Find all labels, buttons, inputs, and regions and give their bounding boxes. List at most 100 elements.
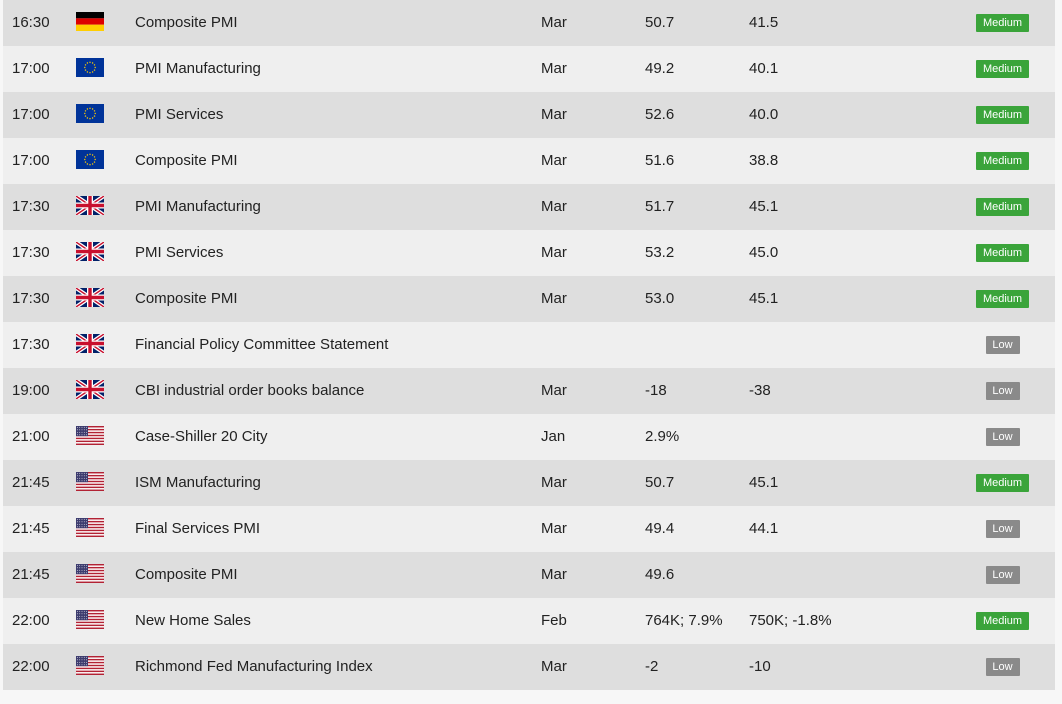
importance-badge: Low — [985, 520, 1020, 539]
event-time: 16:30 — [12, 14, 50, 31]
importance-badge: Medium — [976, 60, 1029, 79]
event-name: PMI Manufacturing — [135, 198, 261, 215]
importance-badge: Low — [985, 566, 1020, 585]
event-previous: 44.1 — [749, 520, 779, 537]
event-period: Mar — [541, 14, 567, 31]
event-period: Mar — [541, 152, 567, 169]
event-name: PMI Services — [135, 244, 224, 261]
uk-flag-icon — [76, 242, 104, 261]
event-actual: 2.9% — [645, 428, 680, 445]
us-flag-icon — [76, 518, 104, 537]
event-period: Jan — [541, 428, 566, 445]
event-time: 22:00 — [12, 658, 50, 675]
event-period: Mar — [541, 658, 567, 675]
event-time: 19:00 — [12, 382, 50, 399]
importance-cell: Medium — [975, 184, 1030, 230]
event-period: Mar — [541, 106, 567, 123]
importance-badge: Medium — [976, 152, 1029, 171]
importance-cell: Low — [975, 368, 1030, 414]
event-actual: 49.2 — [645, 60, 675, 77]
event-previous: -38 — [749, 382, 771, 399]
importance-badge: Low — [985, 428, 1020, 447]
event-previous: 750K; -1.8% — [749, 612, 832, 629]
eu-flag-icon — [76, 58, 104, 77]
table-row[interactable]: 17:30 PMI Manufacturing Mar 51.7 45.1 Medium — [3, 184, 1055, 230]
event-previous: 38.8 — [749, 152, 779, 169]
importance-cell: Medium — [975, 276, 1030, 322]
event-actual: 50.7 — [645, 474, 675, 491]
event-name: CBI industrial order books balance — [135, 382, 365, 399]
table-row[interactable]: 19:00 CBI industrial order books balance M… — [3, 368, 1055, 414]
event-name: New Home Sales — [135, 612, 251, 629]
uk-flag-icon — [76, 334, 104, 353]
importance-badge: Medium — [976, 290, 1029, 309]
event-time: 17:00 — [12, 152, 50, 169]
event-time: 17:30 — [12, 244, 50, 261]
table-row[interactable]: 17:30 PMI Services Mar 53.2 45.0 Medium — [3, 230, 1055, 276]
importance-cell: Low — [975, 552, 1030, 598]
event-time: 22:00 — [12, 612, 50, 629]
event-period: Mar — [541, 290, 567, 307]
table-row[interactable]: 17:00 PMI Manufacturing Mar 49.2 40.1 Medium — [3, 46, 1055, 92]
de-flag-icon — [76, 12, 104, 31]
table-row[interactable]: 21:00 Case-Shiller 20 City Jan 2.9% Low — [3, 414, 1055, 460]
event-actual: 53.2 — [645, 244, 675, 261]
table-row[interactable]: 21:45 Final Services PMI Mar 49.4 44.1 Low — [3, 506, 1055, 552]
event-period: Feb — [541, 612, 567, 629]
event-previous: 40.1 — [749, 60, 779, 77]
event-name: Composite PMI — [135, 14, 238, 31]
importance-cell: Medium — [975, 598, 1030, 644]
table-row[interactable]: 21:45 ISM Manufacturing Mar 50.7 45.1 Medium — [3, 460, 1055, 506]
importance-cell: Medium — [975, 138, 1030, 184]
event-name: Final Services PMI — [135, 520, 261, 537]
event-actual: 51.6 — [645, 152, 675, 169]
event-previous: 45.1 — [749, 290, 779, 307]
event-previous: 40.0 — [749, 106, 779, 123]
eu-flag-icon — [76, 104, 104, 123]
event-period: Mar — [541, 198, 567, 215]
event-name: ISM Manufacturing — [135, 474, 261, 491]
table-row[interactable]: 16:30 Composite PMI Mar 50.7 41.5 Medium — [3, 0, 1055, 46]
event-period: Mar — [541, 244, 567, 261]
event-time: 17:00 — [12, 60, 50, 77]
event-previous: -10 — [749, 658, 771, 675]
table-row[interactable]: 17:00 Composite PMI Mar 51.6 38.8 Medium — [3, 138, 1055, 184]
importance-cell: Medium — [975, 92, 1030, 138]
uk-flag-icon — [76, 380, 104, 399]
table-row[interactable]: 21:45 Composite PMI Mar 49.6 Low — [3, 552, 1055, 598]
importance-badge: Medium — [976, 244, 1029, 263]
importance-cell: Low — [975, 414, 1030, 460]
importance-cell: Low — [975, 322, 1030, 368]
importance-cell: Low — [975, 506, 1030, 552]
table-row[interactable]: 17:30 Financial Policy Committee Statemen… — [3, 322, 1055, 368]
table-row[interactable]: 17:30 Composite PMI Mar 53.0 45.1 Medium — [3, 276, 1055, 322]
importance-cell: Medium — [975, 0, 1030, 46]
importance-cell: Medium — [975, 460, 1030, 506]
event-actual: -18 — [645, 382, 667, 399]
event-actual: 764K; 7.9% — [645, 612, 723, 629]
event-name: Composite PMI — [135, 152, 238, 169]
event-name: Richmond Fed Manufacturing Index — [135, 658, 373, 675]
event-time: 17:30 — [12, 336, 50, 353]
event-period: Mar — [541, 474, 567, 491]
event-time: 21:45 — [12, 520, 50, 537]
table-row[interactable]: 22:00 Richmond Fed Manufacturing Index Mar… — [3, 644, 1055, 690]
uk-flag-icon — [76, 196, 104, 215]
event-time: 21:00 — [12, 428, 50, 445]
importance-badge: Low — [985, 336, 1020, 355]
importance-cell: Low — [975, 644, 1030, 690]
event-period: Mar — [541, 382, 567, 399]
event-period: Mar — [541, 60, 567, 77]
us-flag-icon — [76, 656, 104, 675]
table-row[interactable]: 22:00 New Home Sales Feb 764K; 7.9% 750K; -1… — [3, 598, 1055, 644]
event-actual: 51.7 — [645, 198, 675, 215]
event-previous: 41.5 — [749, 14, 779, 31]
importance-cell: Medium — [975, 230, 1030, 276]
importance-badge: Medium — [976, 106, 1029, 125]
us-flag-icon — [76, 472, 104, 491]
event-actual: 49.6 — [645, 566, 675, 583]
importance-badge: Medium — [976, 612, 1029, 631]
importance-badge: Medium — [976, 198, 1029, 217]
uk-flag-icon — [76, 288, 104, 307]
table-row[interactable]: 17:00 PMI Services Mar 52.6 40.0 Medium — [3, 92, 1055, 138]
